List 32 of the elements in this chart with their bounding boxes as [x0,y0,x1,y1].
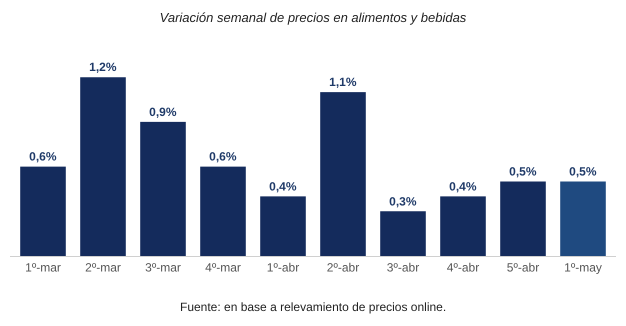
data-label: 0,4% [449,179,477,194]
chart-title: Variación semanal de precios en alimentos y bebidas [160,10,467,26]
x-tick-label: 4º-mar [205,260,241,274]
bar [20,166,66,256]
bar [380,211,426,256]
data-label: 0,5% [569,164,597,178]
source-note: Fuente: en base a relevamiento de precios online. [180,300,446,314]
bar [560,181,606,256]
data-label: 1,1% [329,75,357,90]
x-tick-label: 1º-mar [25,260,61,274]
x-tick-label: 2º-mar [85,260,121,274]
data-label: 0,6% [29,150,57,164]
bar [500,181,546,256]
bar [320,92,366,256]
x-tick-label: 5º-abr [506,260,540,274]
data-label: 0,4% [269,179,297,194]
x-tick-label: 3º-mar [145,260,181,274]
x-tick-label: 1º-abr [266,260,300,274]
x-tick-label: 2º-abr [326,260,360,274]
data-label: 0,5% [509,164,537,178]
bar [80,77,126,256]
data-label: 0,3% [389,194,417,208]
x-tick-label: 4º-abr [446,260,480,274]
x-tick-label: 3º-abr [386,260,420,274]
bar [200,166,246,256]
bar [140,122,186,256]
x-tick-label: 1º-may [564,260,602,274]
bar [440,196,486,256]
bar [260,196,306,256]
data-label: 0,9% [149,104,177,119]
data-label: 0,6% [209,150,237,164]
data-label: 1,2% [89,60,117,74]
